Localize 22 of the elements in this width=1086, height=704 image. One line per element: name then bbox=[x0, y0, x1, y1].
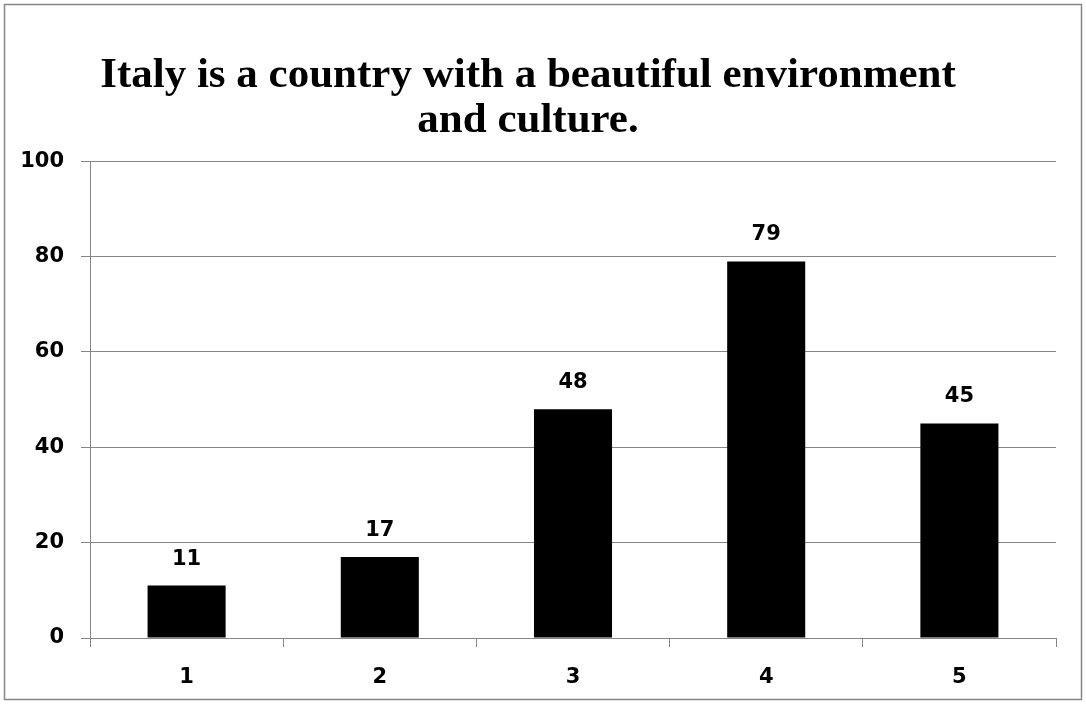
x-tick-label: 5 bbox=[952, 664, 967, 689]
data-label: 45 bbox=[944, 383, 975, 408]
x-tick-label: 3 bbox=[565, 664, 581, 689]
data-label: 79 bbox=[751, 221, 781, 246]
x-tick-label: 4 bbox=[758, 664, 774, 689]
y-tick-label: 40 bbox=[34, 433, 64, 458]
bar bbox=[340, 556, 419, 638]
data-label: 11 bbox=[171, 545, 202, 570]
y-tick-label: 60 bbox=[34, 338, 64, 363]
y-tick-label: 80 bbox=[34, 243, 64, 268]
data-label: 17 bbox=[365, 516, 395, 541]
data-label: 48 bbox=[558, 369, 588, 394]
y-tick-label: 20 bbox=[34, 529, 64, 554]
bar bbox=[147, 585, 226, 638]
y-tick-label: 0 bbox=[49, 624, 64, 649]
bar bbox=[727, 261, 806, 638]
chart-title: Italy is a country with a beautiful environment and culture. bbox=[100, 48, 957, 141]
bar bbox=[533, 409, 613, 638]
y-tick-label: 100 bbox=[20, 147, 64, 172]
x-tick-label: 2 bbox=[372, 664, 388, 689]
bar bbox=[920, 423, 999, 638]
x-tick-label: 1 bbox=[179, 664, 194, 689]
